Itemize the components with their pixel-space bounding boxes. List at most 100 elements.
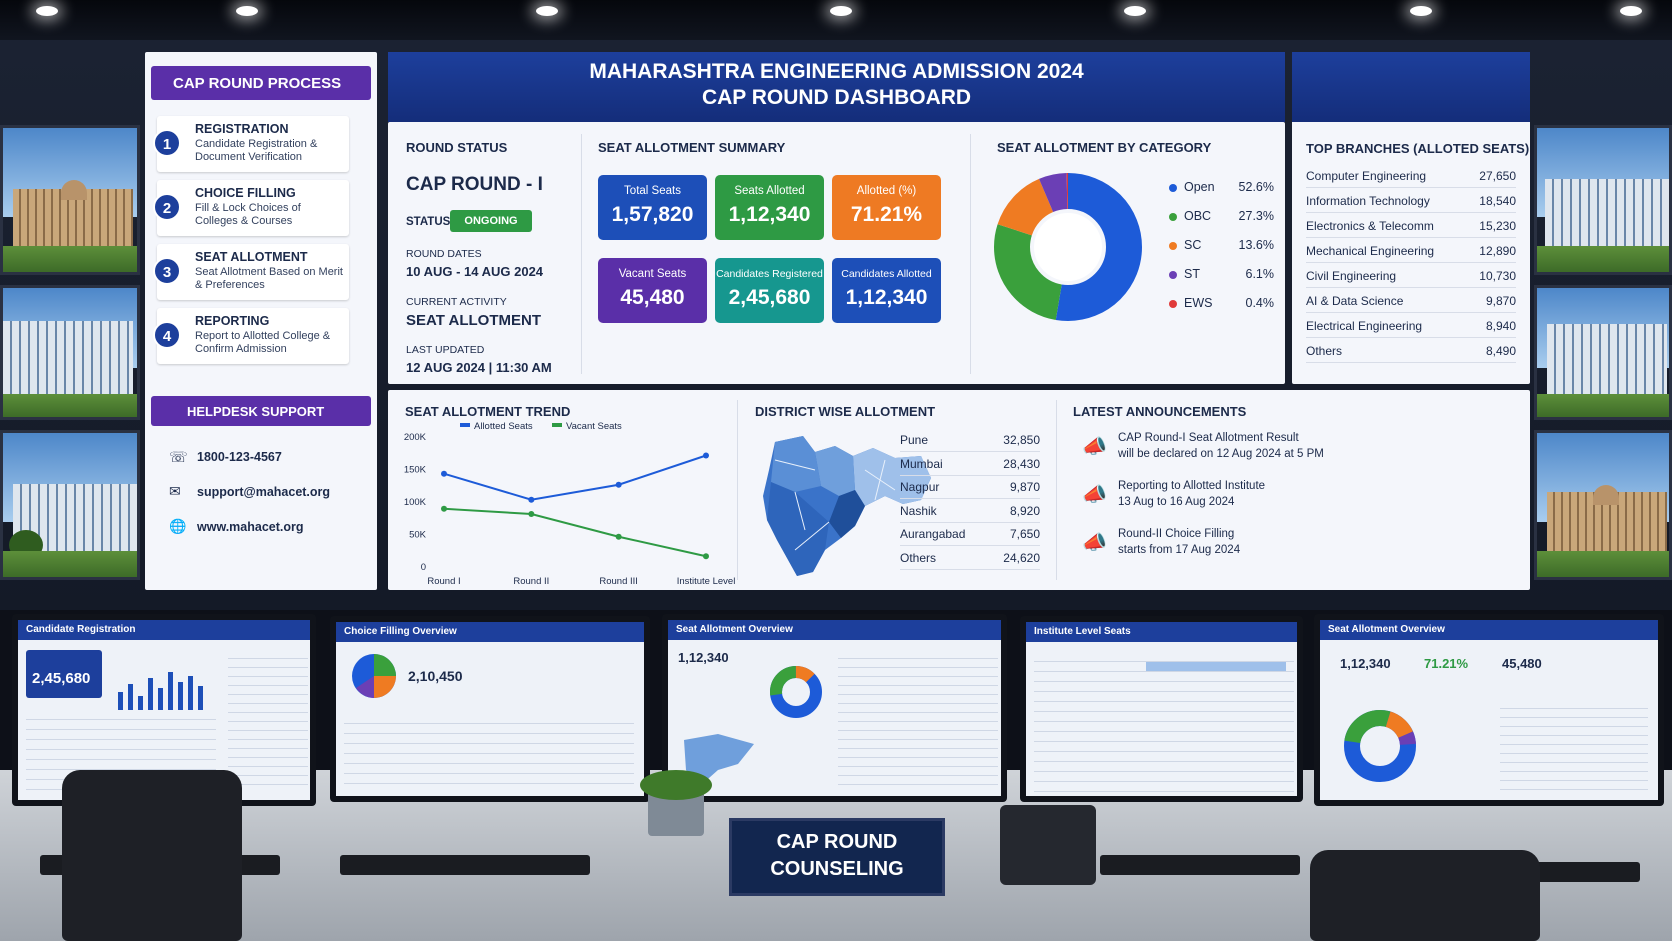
helpdesk-phone[interactable]: 1800-123-4567 [197,450,282,464]
branch-name: Mechanical Engineering [1306,244,1435,258]
step-title: CHOICE FILLING [195,186,296,200]
monitor-value: 2,10,450 [408,668,463,684]
branch-row: Mechanical Engineering 12,890 [1306,239,1516,263]
x-tick-label: Round III [599,576,638,587]
mini-pie-chart [352,654,396,698]
legend-dot [1169,271,1177,279]
district-row: Nagpur 9,870 [900,475,1040,499]
branch-name: Others [1306,344,1343,358]
mail-icon: ✉ [169,483,181,499]
step-title: SEAT ALLOTMENT [195,250,308,264]
ceiling-light [830,6,852,16]
megaphone-icon: 📣 [1082,532,1107,554]
data-point [703,452,709,459]
monitor-value-vacant: 45,480 [1502,656,1542,671]
process-step: 1 REGISTRATION Candidate Registration & … [153,116,349,172]
branch-row: Electronics & Telecomm 15,230 [1306,214,1516,238]
legend-swatch [460,423,470,427]
updated-label: LAST UPDATED [406,344,485,356]
district-value: 9,870 [1009,480,1040,494]
legend-pct: 13.6% [1238,238,1274,252]
helpdesk-website[interactable]: www.mahacet.org [197,520,304,534]
helpdesk-header [151,396,371,426]
y-tick-label: 50K [409,530,427,541]
legend-label: Open [1184,180,1215,194]
donut-slice [994,173,1142,321]
branch-name: AI & Data Science [1306,294,1404,308]
round-name: CAP ROUND - I [406,174,543,195]
data-point [441,505,447,512]
summary-card-allotted: Seats Allotted 1,12,340 [715,175,824,240]
x-tick-label: Institute Level [677,576,736,587]
monitor-title: Candidate Registration [18,620,310,640]
district-value: 7,650 [1009,527,1040,541]
branches-panel: TOP BRANCHES (ALLOTED SEATS) Computer En… [1292,52,1530,384]
campus-photo [1534,125,1672,275]
x-tick-label: Round I [427,576,460,587]
keyboard [340,855,590,875]
announcement-line2: 13 Aug to 16 Aug 2024 [1118,496,1235,508]
district-name: Nashik [900,503,937,518]
data-point [615,481,622,488]
monitor-seat-allotment: Seat Allotment Overview 1,12,340 [662,614,1007,802]
data-point [528,496,535,503]
announcements-title: LATEST ANNOUNCEMENTS [1073,404,1247,419]
mini-bar-chart [118,672,203,712]
announcement-line1: Round-II Choice Filling [1118,528,1235,540]
helpdesk-email[interactable]: support@mahacet.org [197,485,331,499]
summary-card-vacant: Vacant Seats 45,480 [598,258,707,323]
status-label: STATUS [406,216,451,228]
y-tick-label: 0 [421,562,426,573]
branch-row: Others 8,490 [1306,339,1516,363]
branch-name: Electronics & Telecomm [1306,219,1434,233]
ceiling-light [236,6,258,16]
step-desc: Candidate Registration & Document Verifi… [195,138,318,163]
ceiling-light [1620,6,1642,16]
globe-icon: 🌐 [169,518,187,534]
step-number: 2 [153,193,181,221]
y-tick-label: 100K [404,497,427,508]
category-donut [994,173,1142,321]
step-title: REPORTING [195,314,270,328]
round-dates: 10 AUG - 14 AUG 2024 [406,264,544,279]
mini-donut-chart [1344,710,1416,782]
legend-label: Vacant Seats [566,421,622,432]
monitor-title: Seat Allotment Overview [668,620,1001,640]
district-row: Mumbai 28,430 [900,452,1040,476]
branch-row: Civil Engineering 10,730 [1306,264,1516,288]
announcement-line1: CAP Round-I Seat Allotment Result [1118,432,1299,444]
district-table: Pune 32,850 Mumbai 28,430 Nagpur 9,870 Nashik 8… [900,428,1040,584]
district-row: Aurangabad 7,650 [900,522,1040,546]
branch-value: 18,540 [1479,194,1516,208]
branch-value: 27,650 [1479,169,1516,183]
activity-label: CURRENT ACTIVITY [406,296,507,308]
monitor-title: Seat Allotment Overview [1320,620,1658,640]
process-step: 4 REPORTING Report to Allotted College &… [153,308,349,364]
legend-pct: 52.6% [1238,180,1274,194]
branch-name: Electrical Engineering [1306,319,1423,333]
branch-value: 9,870 [1485,294,1516,308]
desk-sign-line2: COUNSELING [770,858,904,880]
legend-swatch [552,423,562,427]
office-chair [62,770,242,941]
monitor-choice-filling: Choice Filling Overview 2,10,450 [330,616,650,802]
status-badge: ONGOING [450,210,532,232]
keyboard [1100,855,1300,875]
data-point [441,470,447,477]
legend-pct: 0.4% [1245,296,1275,310]
branches-table: Computer Engineering 27,650 Information Te… [1306,164,1516,374]
step-number: 1 [153,129,181,157]
mini-donut-chart [770,666,822,718]
branch-row: Electrical Engineering 8,940 [1306,314,1516,338]
legend-pct: 6.1% [1245,267,1275,281]
process-panel: CAP ROUND PROCESS 1 REGISTRATION Candida… [145,52,377,590]
summary-card-candidates-allotted: Candidates Allotted 1,12,340 [832,258,941,323]
y-tick-label: 200K [404,432,427,443]
ceiling-light [536,6,558,16]
donut-hole [1034,213,1102,281]
district-title: DISTRICT WISE ALLOTMENT [755,404,936,419]
data-point [615,533,622,540]
x-tick-label: Round II [513,576,549,587]
monitor-title: Choice Filling Overview [336,622,644,642]
desk-phone [1000,805,1096,885]
